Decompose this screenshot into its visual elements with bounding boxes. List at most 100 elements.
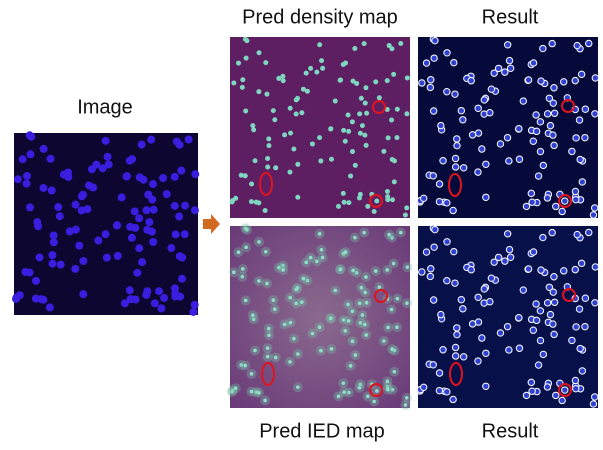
cell <box>390 347 394 351</box>
cell <box>351 309 355 313</box>
cell <box>131 224 139 232</box>
cell <box>497 330 503 336</box>
cell <box>361 313 365 317</box>
cell <box>378 285 382 289</box>
cell <box>551 110 557 116</box>
cell <box>104 153 112 161</box>
cell <box>559 397 565 403</box>
cell <box>33 218 41 226</box>
cell <box>39 184 47 192</box>
cell <box>47 155 55 163</box>
cell <box>540 234 546 240</box>
cell <box>469 321 475 327</box>
cell <box>362 231 366 235</box>
cell <box>151 299 159 307</box>
cell <box>405 301 409 305</box>
cell <box>427 84 433 90</box>
cell <box>253 158 258 163</box>
cell <box>586 229 592 235</box>
cell <box>537 148 543 154</box>
cell <box>185 135 193 143</box>
cell <box>83 205 91 213</box>
cell <box>148 196 156 204</box>
cell <box>394 135 399 140</box>
image-label: Image <box>77 96 133 118</box>
cell <box>363 323 367 327</box>
cell <box>341 128 346 133</box>
cell <box>385 189 390 194</box>
cell <box>291 147 296 152</box>
cell <box>309 256 313 260</box>
cell <box>592 205 598 211</box>
cell <box>266 346 270 350</box>
cell <box>419 80 425 86</box>
cell <box>431 55 437 61</box>
cell <box>346 200 351 205</box>
cell <box>128 155 136 163</box>
density-label: Pred density map <box>242 6 398 28</box>
cell <box>276 76 281 81</box>
cell <box>530 327 536 333</box>
cell <box>257 279 261 283</box>
cell <box>582 106 588 112</box>
cell <box>353 163 358 168</box>
cell <box>167 244 175 252</box>
cell <box>342 200 347 205</box>
cell <box>253 349 257 353</box>
cell <box>57 261 65 269</box>
cell <box>540 351 546 357</box>
cell <box>404 111 409 116</box>
cell <box>495 65 501 71</box>
cell <box>444 200 450 206</box>
cell <box>450 207 456 213</box>
cell <box>102 137 110 145</box>
cell <box>142 291 150 299</box>
cell <box>374 269 378 273</box>
cell <box>430 173 436 179</box>
cell <box>343 139 348 144</box>
cell <box>392 179 397 184</box>
cell <box>118 193 126 201</box>
cell <box>592 264 598 270</box>
cell <box>404 205 409 210</box>
cell <box>551 274 557 280</box>
cell <box>452 344 458 350</box>
cell <box>525 266 531 272</box>
cell <box>436 181 442 187</box>
cell <box>444 88 450 94</box>
cell <box>553 203 559 209</box>
cell <box>48 260 56 268</box>
cell <box>240 77 245 82</box>
cell <box>436 370 442 376</box>
cell <box>353 236 357 240</box>
cell <box>572 77 578 83</box>
cell <box>295 287 299 291</box>
cell <box>363 291 367 295</box>
cell <box>354 353 358 357</box>
cell <box>399 231 403 235</box>
cell <box>176 252 184 260</box>
cell <box>364 275 368 279</box>
cell <box>440 347 446 353</box>
cell <box>358 386 362 390</box>
cell <box>304 71 309 76</box>
cell <box>288 360 292 364</box>
cell <box>344 329 348 333</box>
cell <box>249 199 254 204</box>
cell <box>516 345 522 351</box>
cell <box>54 203 62 211</box>
cell <box>364 333 368 337</box>
cell <box>504 231 510 237</box>
cell <box>50 231 58 239</box>
cell <box>136 173 144 181</box>
cell <box>550 132 556 138</box>
cell <box>506 57 512 63</box>
cell <box>586 40 592 46</box>
cell <box>375 389 379 393</box>
cell <box>32 295 40 303</box>
cell <box>346 303 350 307</box>
cell <box>347 319 351 323</box>
cell <box>317 135 322 140</box>
cell <box>390 308 394 312</box>
cell <box>343 60 348 65</box>
